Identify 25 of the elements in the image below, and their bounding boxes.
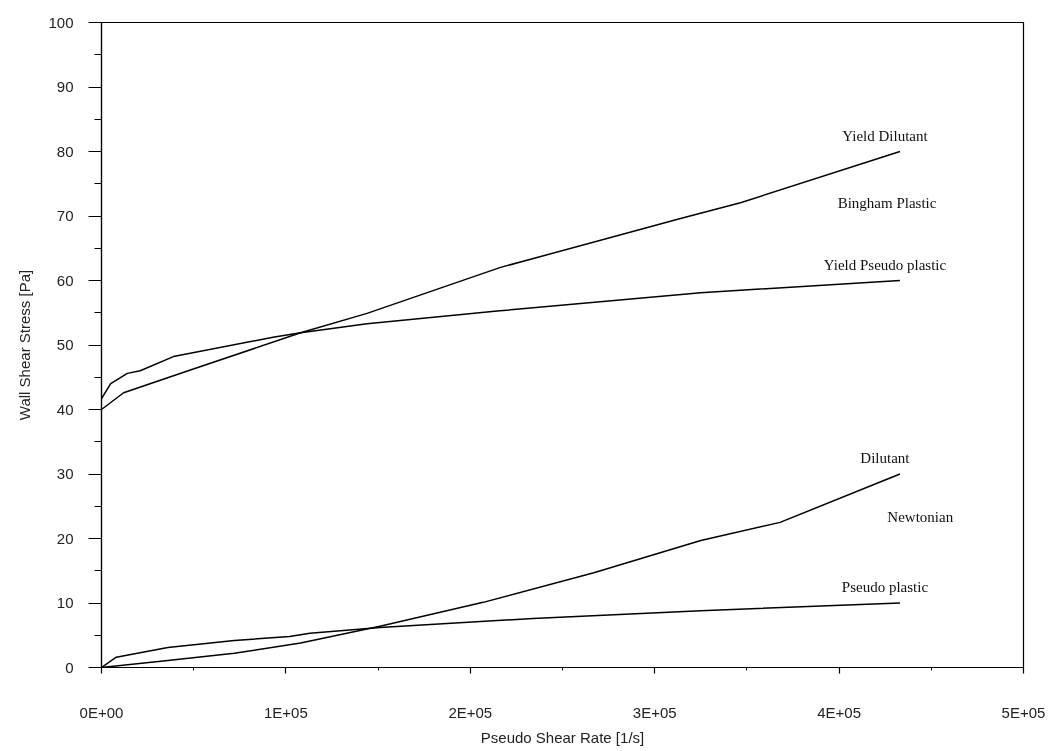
x-tick-label: 1E+05: [264, 703, 308, 721]
x-tick-label: 0E+00: [79, 703, 124, 721]
series-label: Yield Dilutant: [842, 127, 929, 144]
y-axis-title: Wall Shear Stress [Pa]: [16, 269, 34, 421]
y-tick-label: 20: [56, 529, 74, 547]
series-label: Pseudo plastic: [841, 579, 929, 595]
y-tick-label: 90: [56, 78, 74, 95]
x-tick-label: 4E+05: [817, 703, 861, 721]
y-tick-label: 10: [56, 594, 74, 611]
y-tick-label: 30: [56, 465, 74, 482]
annotation: Bingham Plastic: [837, 195, 937, 212]
series-label: Yield Pseudo plastic: [823, 256, 947, 273]
x-tick-label: 3E+05: [632, 703, 677, 721]
x-tick-label: 2E+05: [448, 703, 493, 721]
annotation: Newtonian: [887, 509, 954, 526]
y-tick-label: 80: [56, 142, 74, 160]
y-tick-label: 60: [56, 271, 74, 289]
y-tick-label: 100: [48, 13, 74, 31]
x-axis-title: Pseudo Shear Rate [1/s]: [480, 728, 645, 746]
y-tick-label: 40: [56, 400, 74, 418]
y-tick-label: 0: [65, 658, 74, 676]
x-tick-label: 5E+05: [1001, 703, 1046, 721]
y-tick-label: 50: [56, 336, 74, 353]
y-tick-label: 70: [56, 207, 74, 224]
series-label: Dilutant: [860, 450, 911, 466]
